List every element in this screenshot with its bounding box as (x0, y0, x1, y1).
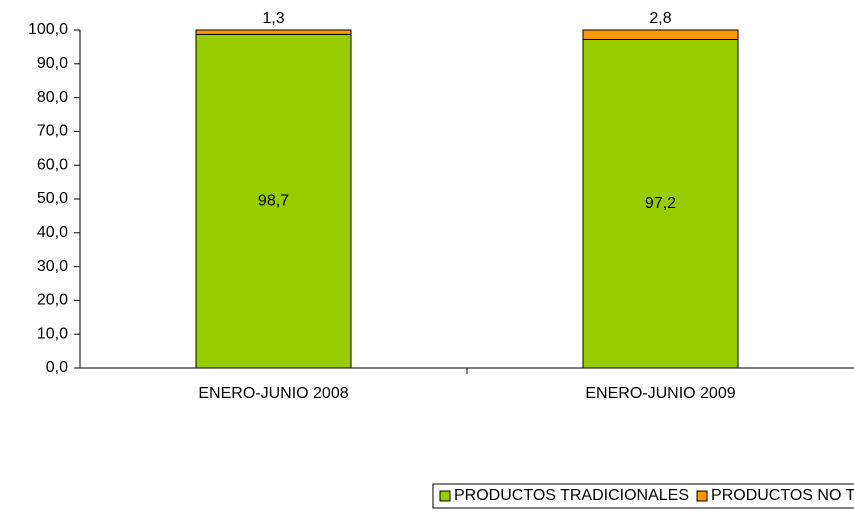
bar-segment (195, 33, 352, 369)
legend-swatch (696, 490, 708, 502)
bar-segment (195, 29, 352, 35)
y-tick-label: 90,0 (37, 55, 68, 72)
x-tick-label: ENERO-JUNIO 2009 (585, 385, 735, 402)
y-tick-label: 0,0 (46, 359, 68, 376)
legend-swatch (439, 490, 451, 502)
y-tick-label: 50,0 (37, 190, 68, 207)
legend: PRODUCTOS TRADICIONALES PRODUCTOS NO TRAD… (432, 483, 854, 509)
data-label: 1,3 (262, 10, 284, 27)
y-tick-label: 80,0 (37, 89, 68, 106)
data-label: 97,2 (645, 195, 676, 212)
bar-segment (582, 29, 739, 40)
legend-label: PRODUCTOS TRADICIONALES (454, 487, 689, 504)
x-tick-label: ENERO-JUNIO 2008 (198, 385, 348, 402)
y-tick-label: 60,0 (37, 156, 68, 173)
bar-segment (582, 38, 739, 369)
y-tick-label: 40,0 (37, 224, 68, 241)
legend-label: PRODUCTOS NO TRADICIONALES (711, 487, 854, 504)
y-tick-label: 70,0 (37, 123, 68, 140)
y-tick-label: 100,0 (28, 21, 68, 38)
y-tick-label: 30,0 (37, 258, 68, 275)
data-label: 2,8 (649, 10, 671, 27)
data-label: 98,7 (258, 192, 289, 209)
y-tick-label: 20,0 (37, 292, 68, 309)
y-tick-label: 10,0 (37, 325, 68, 342)
legend-box (432, 483, 854, 509)
